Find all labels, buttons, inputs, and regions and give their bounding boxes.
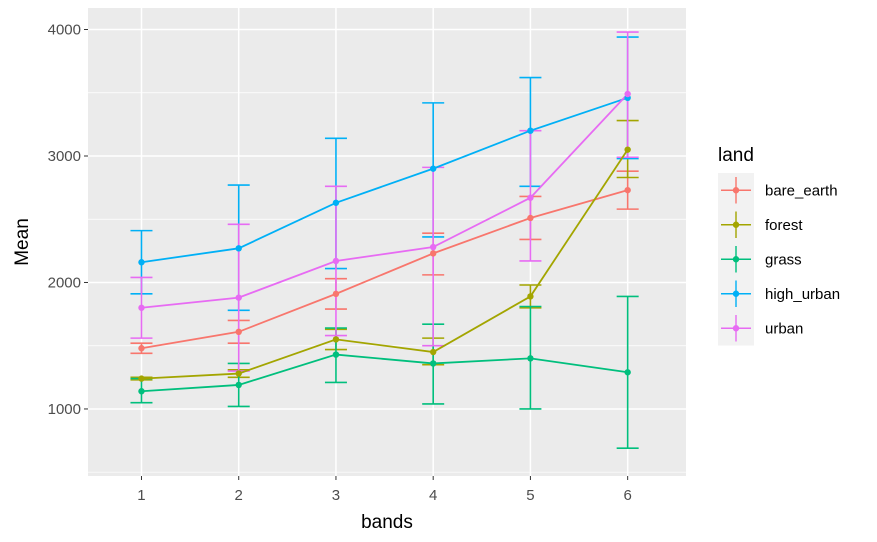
x-tick-label: 4 xyxy=(429,487,437,504)
data-point xyxy=(235,294,242,301)
data-point xyxy=(527,355,534,362)
data-point xyxy=(624,90,631,98)
data-point xyxy=(527,194,534,201)
y-tick-label: 1000 xyxy=(48,401,81,418)
legend-key-point xyxy=(732,290,740,297)
legend-label: grass xyxy=(765,251,802,268)
grid-minor xyxy=(88,92,686,473)
data-point xyxy=(624,369,631,376)
series-points xyxy=(138,90,631,395)
x-tick-label: 2 xyxy=(235,487,243,504)
data-point xyxy=(332,257,340,265)
panel-background xyxy=(88,8,686,476)
data-point xyxy=(138,304,145,311)
x-tick-label: 5 xyxy=(526,487,534,504)
data-point xyxy=(235,328,242,336)
data-point xyxy=(527,127,534,134)
data-point xyxy=(138,259,145,266)
data-point xyxy=(235,245,242,252)
data-point xyxy=(624,146,631,153)
data-point xyxy=(429,360,437,367)
series-line xyxy=(141,353,628,393)
y-tick-label: 4000 xyxy=(48,22,81,39)
x-tick-label: 3 xyxy=(332,487,340,504)
data-point xyxy=(332,351,340,358)
series-lines xyxy=(141,93,629,393)
legend-key-point xyxy=(732,221,740,228)
x-axis: 1 2 3 4 5 6 xyxy=(137,476,632,504)
series-line xyxy=(141,96,628,264)
legend-key-point xyxy=(732,187,740,194)
data-point xyxy=(332,336,340,343)
data-point xyxy=(429,165,437,172)
data-point xyxy=(138,375,145,382)
legend-label: forest xyxy=(765,217,803,234)
legend-label: urban xyxy=(765,320,803,337)
data-point xyxy=(624,186,631,194)
legend-label: bare_earth xyxy=(765,182,838,199)
data-point xyxy=(332,290,340,298)
series-line xyxy=(141,149,629,380)
y-axis-title: Mean xyxy=(12,218,33,266)
y-axis: 1000 2000 3000 4000 xyxy=(48,22,88,418)
data-point xyxy=(527,214,534,222)
data-point xyxy=(429,250,437,257)
legend-key-point xyxy=(732,325,740,332)
series-line xyxy=(141,93,629,309)
y-tick-label: 2000 xyxy=(48,274,81,291)
x-tick-label: 1 xyxy=(137,487,145,504)
legend-key-point xyxy=(732,256,740,263)
data-point xyxy=(138,345,145,352)
x-tick-label: 6 xyxy=(623,487,631,504)
x-axis-title: bands xyxy=(361,512,413,533)
data-point xyxy=(235,370,242,377)
legend-title: land xyxy=(718,145,754,166)
data-point xyxy=(235,381,242,389)
series-line xyxy=(141,189,628,350)
y-tick-label: 3000 xyxy=(48,148,81,165)
data-point xyxy=(429,348,437,356)
data-point xyxy=(332,199,340,206)
data-point xyxy=(138,388,145,395)
legend-label: high_urban xyxy=(765,286,840,303)
data-point xyxy=(527,293,534,300)
data-point xyxy=(429,243,437,251)
